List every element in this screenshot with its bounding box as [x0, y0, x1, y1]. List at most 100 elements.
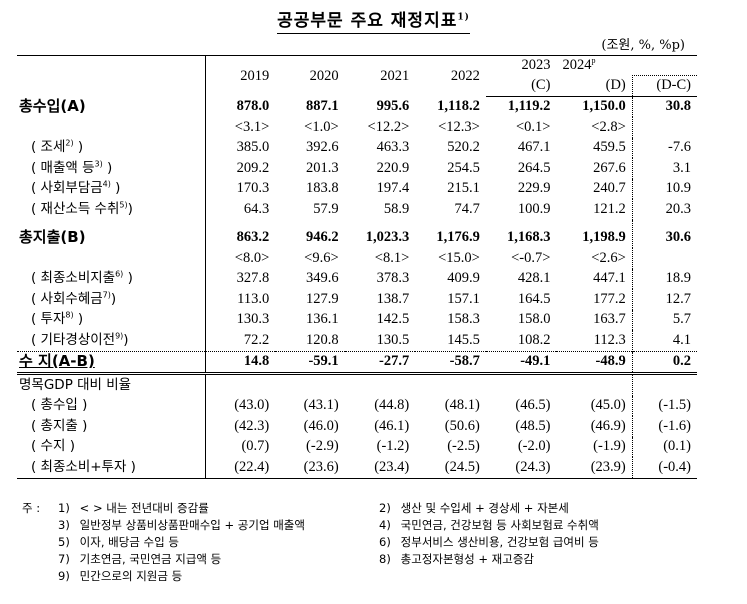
- cell-2021: 378.3: [376, 270, 410, 287]
- row-label-tail: ): [123, 331, 129, 348]
- footnote-marker: 7): [102, 290, 111, 300]
- cell-2020: (43.1): [303, 397, 339, 414]
- table-row-total-revenue: 총수입(A) 878.0 887.1 995.6 1,118.2 1,119.2…: [17, 96, 697, 117]
- table-row-social-contributions: ( 사회부담금4) ) 170.3 183.8 197.4 215.1 229.…: [17, 178, 697, 199]
- cell-2022: <12.3>: [438, 118, 480, 135]
- cell-2022: 145.5: [447, 331, 480, 348]
- cell-2019: 385.0: [236, 139, 270, 156]
- row-label: 총지출(B): [17, 219, 206, 248]
- table-row-investment: ( 투자8) ) 130.3 136.1 142.5 158.3 158.0 1…: [17, 309, 697, 330]
- cell-2021: (23.4): [344, 457, 416, 479]
- cell-diff: 30.6: [631, 219, 697, 248]
- table-row-social-benefits: ( 사회수혜금7)) 113.0 127.9 138.7 157.1 164.5…: [17, 289, 697, 310]
- cell-2023: 100.9: [517, 200, 551, 217]
- footnote-number: 9): [58, 569, 70, 583]
- footnote-4: 4) 국민연금, 건강보험 등 사회보험료 수취액: [379, 517, 742, 534]
- footnote-5: 5) 이자, 배당금 수입 등: [22, 534, 379, 551]
- row-label: 명목GDP 대비 비율: [17, 373, 206, 396]
- cell-2021: <8.1>: [374, 249, 410, 266]
- cell-2021: <12.2>: [367, 118, 410, 135]
- footnote-number: 1): [58, 501, 70, 515]
- cell-2021: 130.5: [376, 331, 410, 348]
- table-row-gdp-expenditure: ( 총지출 ) (42.3) (46.0) (46.1) (50.6) (48.…: [17, 416, 697, 437]
- header-sub-d: (D): [556, 75, 633, 97]
- cell-diff: -7.6: [631, 137, 697, 158]
- cell-2019: <8.0>: [234, 249, 270, 266]
- cell-2022: (24.5): [415, 457, 486, 479]
- footnote-text: 정부서비스 생산비용, 건강보험 급여비 등: [400, 535, 599, 549]
- cell-2022: (48.1): [444, 397, 480, 414]
- table-row-gdp-consumption-investment: ( 최종소비+투자 ) (22.4) (23.6) (23.4) (24.5) …: [17, 457, 697, 479]
- cell-2020: (46.0): [303, 417, 339, 434]
- cell-2023: 108.2: [517, 331, 551, 348]
- cell-2023: (48.5): [515, 417, 551, 434]
- header-year-2022: 2022: [415, 55, 486, 96]
- cell-2023: [486, 374, 557, 396]
- cell-2020: 183.8: [306, 180, 339, 197]
- cell-diff: 10.9: [631, 178, 697, 199]
- row-label-text: 수 지(A-B): [19, 352, 95, 371]
- preliminary-marker: p: [591, 56, 596, 66]
- footnote-marker: 2): [65, 138, 74, 148]
- footnote-marker: 4): [102, 179, 111, 189]
- header-year-2019: 2019: [205, 55, 276, 96]
- cell-2019: (43.0): [234, 397, 270, 414]
- row-label: ( 투자8) ): [17, 309, 206, 330]
- cell-2021: 1,023.3: [365, 229, 410, 246]
- cell-2022: [415, 374, 486, 396]
- cell-2021: (-1.2): [376, 438, 410, 455]
- cell-2019: 64.3: [243, 200, 270, 217]
- header-year-2021: 2021: [344, 55, 416, 96]
- cell-2024: 121.2: [593, 200, 626, 217]
- cell-2019: 130.3: [236, 311, 270, 328]
- cell-2024: 177.2: [593, 290, 626, 307]
- cell-2023: <-0.7>: [511, 249, 551, 266]
- title-footnote-marker: 1): [457, 12, 470, 23]
- table-row-final-consumption: ( 최종소비지출6) ) 327.8 349.6 378.3 409.9 428…: [17, 268, 697, 289]
- cell-diff: 0.2: [631, 350, 697, 375]
- cell-2021: 197.4: [376, 180, 410, 197]
- footnote-row: 3) 일반정부 상품비상품판매수입 + 공기업 매출액 4) 국민연금, 건강보…: [22, 517, 742, 534]
- cell-diff: (-1.6): [631, 416, 697, 437]
- cell-2021: 220.9: [376, 159, 410, 176]
- cell-2022: 520.2: [447, 139, 480, 156]
- cell-2024: (46.9): [590, 417, 626, 434]
- cell-2023: (24.3): [485, 457, 557, 479]
- cell-2023: 428.1: [517, 270, 551, 287]
- footnote-marker: 5): [119, 200, 128, 210]
- cell-2020: -59.1: [275, 350, 345, 375]
- row-label: ( 사회부담금4) ): [17, 178, 206, 199]
- footnote-1: 주 : 1) < > 내는 전년대비 증감률: [22, 500, 379, 517]
- cell-2020: <1.0>: [304, 118, 339, 135]
- header-year-2020: 2020: [275, 55, 345, 96]
- header-row-top: 2019 2020 2021 2022 2023 2024p: [17, 55, 697, 96]
- cell-2019: 863.2: [236, 229, 270, 246]
- cell-2019: (42.3): [234, 417, 270, 434]
- cell-2024: 240.7: [593, 180, 626, 197]
- row-label-text: ( 재산소득 수취: [31, 200, 120, 217]
- table-row-total-expenditure: 총지출(B) 863.2 946.2 1,023.3 1,176.9 1,168…: [17, 219, 697, 248]
- table-row-property-income: ( 재산소득 수취5)) 64.3 57.9 58.9 74.7 100.9 1…: [17, 199, 697, 220]
- cell-diff: [631, 248, 697, 269]
- footnote-7: 7) 기초연금, 국민연금 지급액 등: [22, 551, 379, 568]
- row-label-text: ( 사회수혜금: [31, 290, 103, 307]
- table-row-gdp-revenue: ( 총수입 ) (43.0) (43.1) (44.8) (48.1) (46.…: [17, 395, 697, 416]
- cell-diff: 30.8: [631, 96, 697, 117]
- title-text: 공공부문 주요 재정지표: [277, 11, 458, 31]
- cell-2024: (45.0): [590, 397, 626, 414]
- cell-diff: [631, 117, 697, 138]
- cell-2024: 163.7: [593, 311, 626, 328]
- unit-label: (조원, %, %p): [601, 38, 685, 53]
- footnote-number: 4): [379, 518, 391, 532]
- footnote-row: 주 : 1) < > 내는 전년대비 증감률 2) 생산 및 수입세 + 경상세 …: [22, 500, 742, 517]
- cell-2024: 1,150.0: [582, 98, 626, 115]
- cell-diff: 4.1: [631, 330, 697, 351]
- table-row-revenue-growth: <3.1> <1.0> <12.2> <12.3> <0.1> <2.8>: [17, 117, 697, 138]
- cell-2022: (-2.5): [447, 438, 480, 455]
- footnote-8: 8) 총고정자본형성 + 재고증감: [379, 551, 742, 568]
- row-label: ( 기타경상이전9)): [17, 330, 206, 351]
- cell-2020: 946.2: [306, 229, 339, 246]
- header-year-2024-text: 2024: [562, 57, 592, 73]
- cell-2024: (-1.9): [593, 438, 626, 455]
- cell-2020: (23.6): [275, 457, 345, 479]
